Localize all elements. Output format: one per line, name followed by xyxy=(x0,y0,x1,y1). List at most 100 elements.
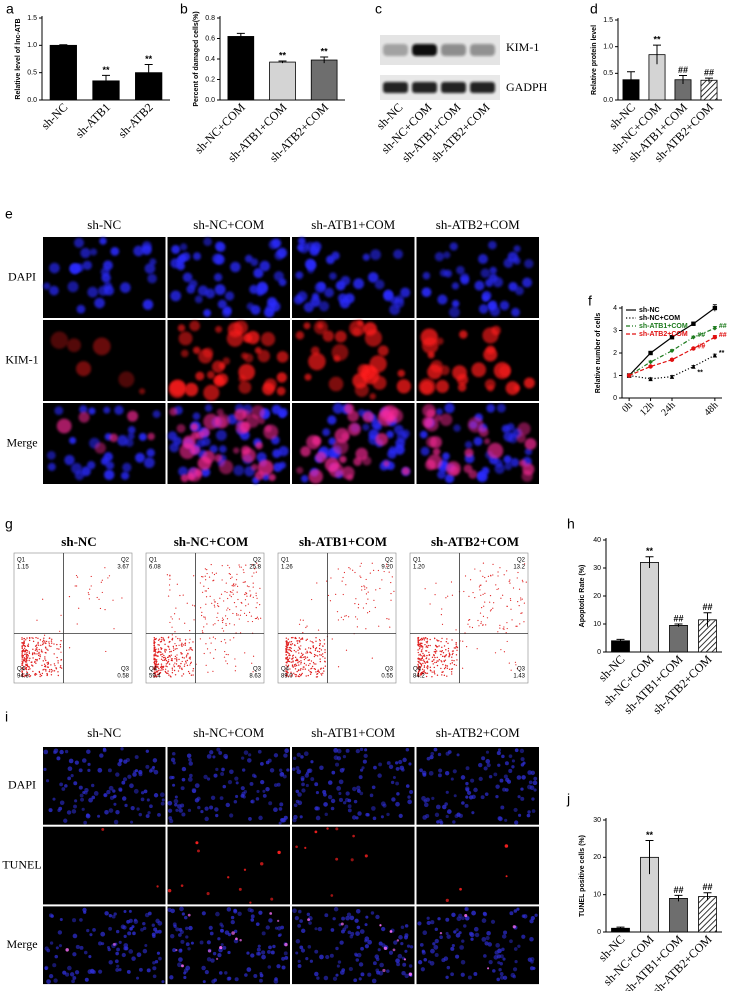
cell xyxy=(112,915,116,919)
event-dot xyxy=(435,649,436,650)
event-dot xyxy=(174,670,175,671)
event-dot xyxy=(487,617,488,618)
cell xyxy=(99,237,106,244)
cell xyxy=(487,967,489,969)
cell xyxy=(367,940,372,945)
event-dot xyxy=(350,568,351,569)
cell xyxy=(481,795,485,799)
event-dot xyxy=(436,646,437,647)
cell xyxy=(73,781,77,785)
event-dot xyxy=(441,638,442,639)
cell xyxy=(455,814,459,818)
cell xyxy=(363,760,367,764)
cell xyxy=(505,844,508,847)
event-dot xyxy=(490,575,491,576)
cell xyxy=(129,927,132,930)
x-tick-label: 48h xyxy=(702,400,720,418)
cell xyxy=(104,911,108,915)
cell xyxy=(298,237,306,245)
event-dot xyxy=(366,593,367,594)
cell xyxy=(65,948,68,951)
event-dot xyxy=(229,595,230,596)
event-dot xyxy=(304,656,305,657)
event-dot xyxy=(418,654,419,655)
cell xyxy=(394,444,404,454)
y-tick-label: 10 xyxy=(593,892,601,899)
event-dot xyxy=(224,657,225,658)
y-tick-label: 20 xyxy=(593,593,601,600)
cell xyxy=(248,908,252,912)
cell xyxy=(259,261,270,272)
event-dot xyxy=(36,659,37,660)
event-dot xyxy=(235,666,236,667)
event-dot xyxy=(206,590,207,591)
cell xyxy=(208,949,211,952)
event-dot xyxy=(373,570,374,571)
event-dot xyxy=(76,585,77,586)
cell xyxy=(378,948,381,951)
event-dot xyxy=(169,579,170,580)
blot-band xyxy=(412,44,437,56)
cell xyxy=(178,808,182,812)
event-dot xyxy=(421,649,422,650)
event-dot xyxy=(297,650,298,651)
cell xyxy=(189,320,200,331)
event-dot xyxy=(163,667,164,668)
cell xyxy=(420,381,433,394)
cell xyxy=(251,918,255,922)
cell xyxy=(269,240,279,250)
event-dot xyxy=(324,657,325,658)
event-dot xyxy=(315,648,316,649)
cell xyxy=(512,759,515,762)
event-dot xyxy=(247,585,248,586)
cell xyxy=(404,933,408,937)
cell xyxy=(465,782,468,785)
event-dot xyxy=(43,640,44,641)
event-dot xyxy=(49,669,50,670)
cell xyxy=(296,769,301,774)
cell xyxy=(306,784,309,787)
event-dot xyxy=(22,642,23,643)
event-dot xyxy=(337,611,338,612)
event-dot xyxy=(422,663,423,664)
cell xyxy=(391,781,394,784)
bar xyxy=(701,80,717,100)
event-dot xyxy=(305,657,306,658)
event-dot xyxy=(313,662,314,663)
event-dot xyxy=(309,663,310,664)
event-dot xyxy=(293,666,294,667)
event-dot xyxy=(306,640,307,641)
event-dot xyxy=(35,663,36,664)
cell xyxy=(249,901,251,903)
event-dot xyxy=(437,657,438,658)
cell xyxy=(495,795,498,798)
event-dot xyxy=(166,649,167,650)
event-dot xyxy=(445,660,446,661)
event-dot xyxy=(211,603,212,604)
event-dot xyxy=(223,600,224,601)
cell xyxy=(487,763,491,767)
cell xyxy=(400,942,403,945)
cell xyxy=(214,774,218,778)
event-dot xyxy=(207,672,208,673)
event-dot xyxy=(500,649,501,650)
event-dot xyxy=(491,609,492,610)
column-label: sh-ATB1+COM xyxy=(311,725,395,740)
event-dot xyxy=(375,589,376,590)
cell xyxy=(256,922,260,926)
event-dot xyxy=(427,673,428,674)
event-dot xyxy=(163,657,164,658)
quadrant-name: Q1 xyxy=(281,558,290,564)
event-dot xyxy=(45,643,46,644)
cell xyxy=(279,933,282,936)
cell xyxy=(277,372,287,382)
event-dot xyxy=(205,576,206,577)
event-dot xyxy=(426,661,427,662)
cell xyxy=(135,769,138,772)
event-dot xyxy=(56,644,57,645)
cell xyxy=(370,249,381,260)
event-dot xyxy=(449,654,450,655)
cell xyxy=(284,748,289,753)
event-dot xyxy=(245,565,246,566)
event-dot xyxy=(306,675,307,676)
